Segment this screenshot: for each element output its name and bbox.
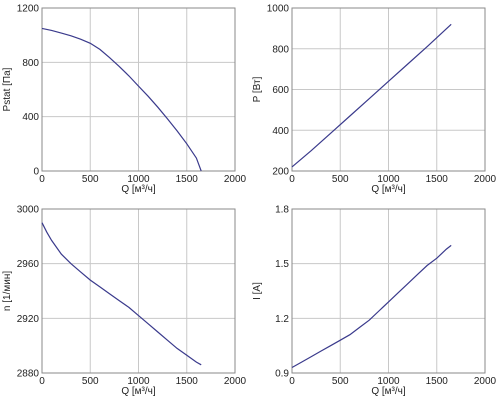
y-tick-label: 1200 <box>17 4 40 15</box>
y-tick-label: 0 <box>33 167 39 178</box>
x-tick-label: 500 <box>332 376 349 387</box>
plot-frame <box>291 7 486 172</box>
x-tick-label: 0 <box>39 174 45 185</box>
x-tick-label: 1000 <box>377 174 400 185</box>
series-line-1 <box>291 23 452 168</box>
x-tick-label: 500 <box>82 376 99 387</box>
x-axis-label: Q [м³/ч] <box>371 184 406 195</box>
plot-frame <box>41 7 236 172</box>
x-tick-label: 0 <box>39 376 45 387</box>
y-tick-label: 600 <box>272 85 289 96</box>
x-axis-label: Q [м³/ч] <box>121 184 156 195</box>
x-tick-label: 500 <box>82 174 99 185</box>
x-tick-label: 1500 <box>426 376 449 387</box>
y-tick-label: 800 <box>272 44 289 55</box>
x-tick-label: 1500 <box>176 376 199 387</box>
x-tick-label: 500 <box>332 174 349 185</box>
x-tick-label: 2000 <box>474 376 497 387</box>
y-axis-label: I [A] <box>252 282 263 300</box>
y-tick-label: 200 <box>272 167 289 178</box>
y-tick-label: 400 <box>22 112 39 123</box>
x-tick-label: 2000 <box>474 174 497 185</box>
plot-frame <box>41 208 236 374</box>
y-tick-label: 1.5 <box>275 259 289 270</box>
x-axis-label: Q [м³/ч] <box>371 386 406 397</box>
y-tick-label: 2880 <box>17 369 40 380</box>
y-tick-label: 800 <box>22 58 39 69</box>
chart-panel-1: 0 500 1000 1500 2000 0 400 800 1200 Q [м³/ч] Pstat… <box>2 4 247 196</box>
series-line-1 <box>41 27 202 172</box>
y-axis-label: Pstat [Па] <box>2 67 13 111</box>
x-tick-label: 2000 <box>224 376 247 387</box>
x-tick-label: 0 <box>289 174 295 185</box>
y-tick-label: 1.8 <box>275 205 289 216</box>
x-tick-label: 1000 <box>127 376 150 387</box>
plot-frame <box>291 208 486 374</box>
chart-panel-3: 0 500 1000 1500 2000 2880 2920 2960 3000 Q [м³/ч]… <box>2 205 247 398</box>
y-axis-label: n [1/мин] <box>2 271 13 311</box>
x-tick-label: 2000 <box>224 174 247 185</box>
y-tick-label: 1.2 <box>275 314 289 325</box>
y-axis-label: P [Вт] <box>252 76 263 102</box>
y-tick-label: 3000 <box>17 205 40 216</box>
x-tick-label: 1500 <box>426 174 449 185</box>
y-tick-label: 2960 <box>17 259 40 270</box>
x-axis-label: Q [м³/ч] <box>121 386 156 397</box>
x-tick-label: 1000 <box>377 376 400 387</box>
x-tick-label: 1000 <box>127 174 150 185</box>
y-tick-label: 400 <box>272 126 289 137</box>
y-tick-label: 0.9 <box>275 369 289 380</box>
x-tick-label: 0 <box>289 376 295 387</box>
y-tick-label: 2920 <box>17 314 40 325</box>
series-line-1 <box>291 244 452 369</box>
series-line-1 <box>41 222 202 366</box>
y-tick-label: 1000 <box>267 4 290 15</box>
chart-panel-4: 0 500 1000 1500 2000 0.9 1.2 1.5 1.8 Q [м³/ч] I [A… <box>252 205 497 398</box>
x-tick-label: 1500 <box>176 174 199 185</box>
